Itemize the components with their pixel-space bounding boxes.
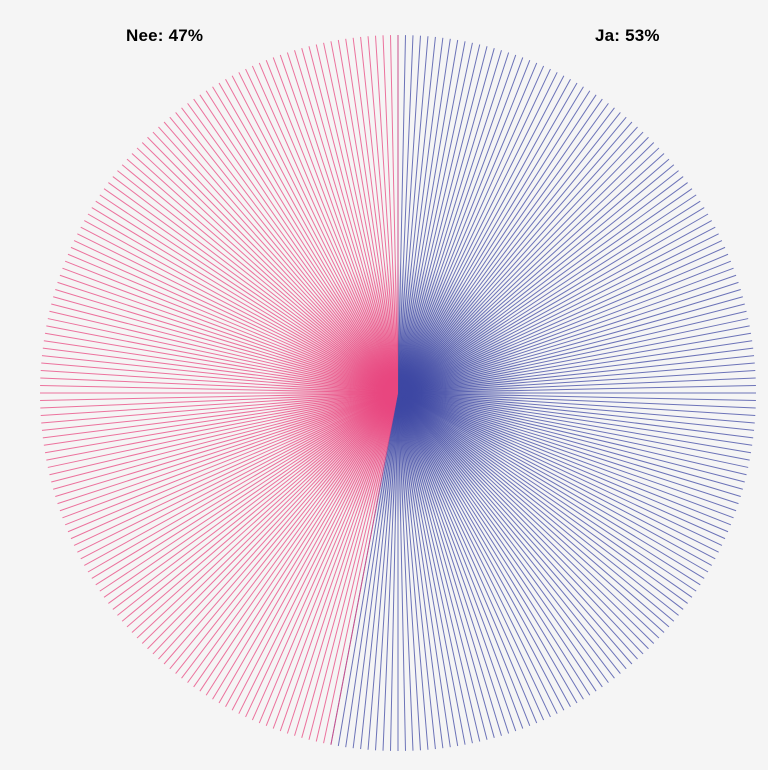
- slice-nee-center-glow: [268, 263, 399, 523]
- label-ja: Ja: 53%: [595, 26, 660, 45]
- label-nee: Nee: 47%: [126, 26, 204, 45]
